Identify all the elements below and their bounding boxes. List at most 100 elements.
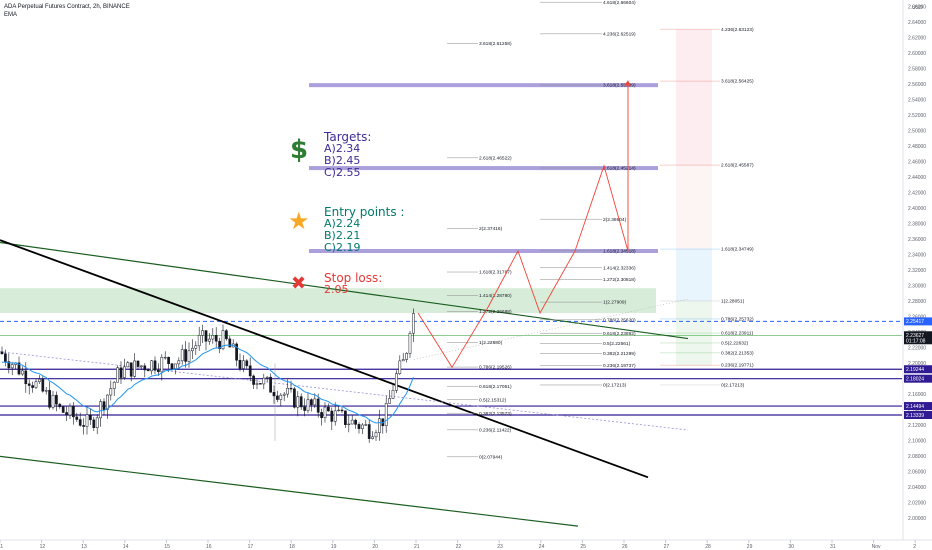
candle (174, 363, 177, 369)
candle (320, 412, 323, 419)
candle (201, 330, 204, 336)
candle (221, 330, 225, 350)
candle (27, 383, 31, 386)
fib-right-label: 2.618(2.45587) (721, 163, 754, 169)
cross-glyph: ✖ (291, 273, 307, 294)
candle (214, 335, 218, 342)
fib-label: 1.618(2.31787) (479, 270, 512, 276)
projection-path (417, 80, 629, 369)
candle (344, 410, 347, 425)
fib-label: 0(2.07944) (479, 454, 503, 460)
ema-line (1, 344, 414, 424)
trend-lines (0, 239, 902, 527)
candle (191, 348, 194, 352)
y-tick-label: 2.12000 (908, 423, 926, 429)
price-tag (904, 374, 932, 383)
candle (412, 313, 415, 334)
candle (340, 409, 344, 412)
candle (211, 335, 215, 340)
candle (303, 406, 306, 411)
fib-label: 1.272(2.26688) (479, 309, 512, 315)
candle (68, 405, 72, 416)
candle (313, 398, 317, 406)
x-tick-label: 31 (830, 544, 836, 550)
candle (10, 364, 14, 369)
fib-label: 0.618(2.17051) (479, 384, 512, 390)
x-axis[interactable]: 11 12 13 14 15 16 17 18 19 20 21 22 23 24 25 26 27 28 29 30… (0, 539, 932, 550)
entry-title: Entry points : (324, 205, 405, 219)
candle (102, 401, 106, 410)
y-tick-label: 2.10000 (908, 439, 926, 445)
fib-right-label: 0.236(2.19771) (721, 363, 754, 369)
candle (4, 353, 7, 362)
y-tick-label: 2.50000 (908, 129, 926, 135)
candle (133, 360, 136, 377)
candle (286, 387, 289, 395)
candle (187, 350, 191, 362)
candle (384, 403, 388, 427)
y-tick-label: 2.16000 (908, 392, 926, 398)
x-tick-label: 20 (372, 544, 378, 550)
candle (238, 360, 242, 369)
candle (72, 405, 75, 418)
fib-right-label: 1(2.28051) (721, 299, 745, 305)
candle (0, 351, 4, 354)
candle (65, 412, 68, 416)
x-tick-label: 17 (248, 544, 254, 550)
candle (61, 406, 65, 413)
candle (333, 410, 337, 422)
channel-lower (0, 455, 579, 527)
fib-label: 0.786(2.25620) (603, 317, 636, 323)
target-a: A)2.34 (324, 142, 361, 155)
candle (279, 394, 283, 400)
candle (361, 424, 364, 429)
entry-annotation: Entry points : A)2.24 B)2.21 C)2.19 (324, 206, 404, 254)
candle (92, 419, 96, 428)
pink-projection-zone (676, 165, 712, 250)
candle (252, 375, 255, 385)
x-tick-label: 2 (913, 544, 916, 550)
x-tick-label: 19 (331, 544, 337, 550)
fib-right-label: 0.382(2.21353) (721, 351, 754, 357)
candle (136, 360, 140, 367)
fib-label: 1.618(2.34518) (603, 249, 636, 255)
candle (395, 373, 398, 391)
fib-right-label: 4.236(2.63123) (721, 27, 754, 33)
candle (106, 394, 109, 410)
x-tick-label: 16 (206, 544, 212, 550)
candle (75, 416, 79, 420)
fib-label: 0.236(2.19737) (603, 363, 636, 369)
fib-label: 2.618(2.46522) (479, 155, 512, 161)
fib-right-label: 3.618(2.56425) (721, 79, 754, 85)
dotted-trendline (0, 351, 689, 431)
candle (184, 349, 187, 362)
x-tick-label: 18 (289, 544, 295, 550)
y-tick-label: 2.02000 (908, 501, 926, 507)
fib-label: 1.272(2.30818) (603, 277, 636, 283)
candle (276, 395, 279, 400)
candle (357, 424, 361, 429)
fib-label: 0.382(2.21299) (603, 351, 636, 357)
fib-right-label: 0.786(2.25732) (721, 317, 754, 323)
x-tick-label: 28 (705, 544, 711, 550)
candle (140, 365, 143, 367)
candle (150, 360, 153, 372)
fib-right-label: 0.618(2.23911) (721, 331, 754, 337)
candle (157, 370, 160, 373)
x-tick-label: Nov (872, 544, 881, 550)
candle (167, 356, 170, 364)
indicator-label[interactable]: EMA (4, 12, 18, 18)
fib-label: 3.618(2.61258) (479, 41, 512, 47)
fib-right-label: 0(2.17213) (721, 383, 745, 389)
candle (95, 417, 99, 428)
black-trendline (0, 239, 649, 479)
fib-label: 2(2.37416) (479, 226, 503, 232)
candle (177, 360, 181, 365)
x-tick-label: 14 (123, 544, 129, 550)
candle (330, 410, 334, 422)
candle (89, 414, 92, 421)
candle (310, 399, 313, 406)
